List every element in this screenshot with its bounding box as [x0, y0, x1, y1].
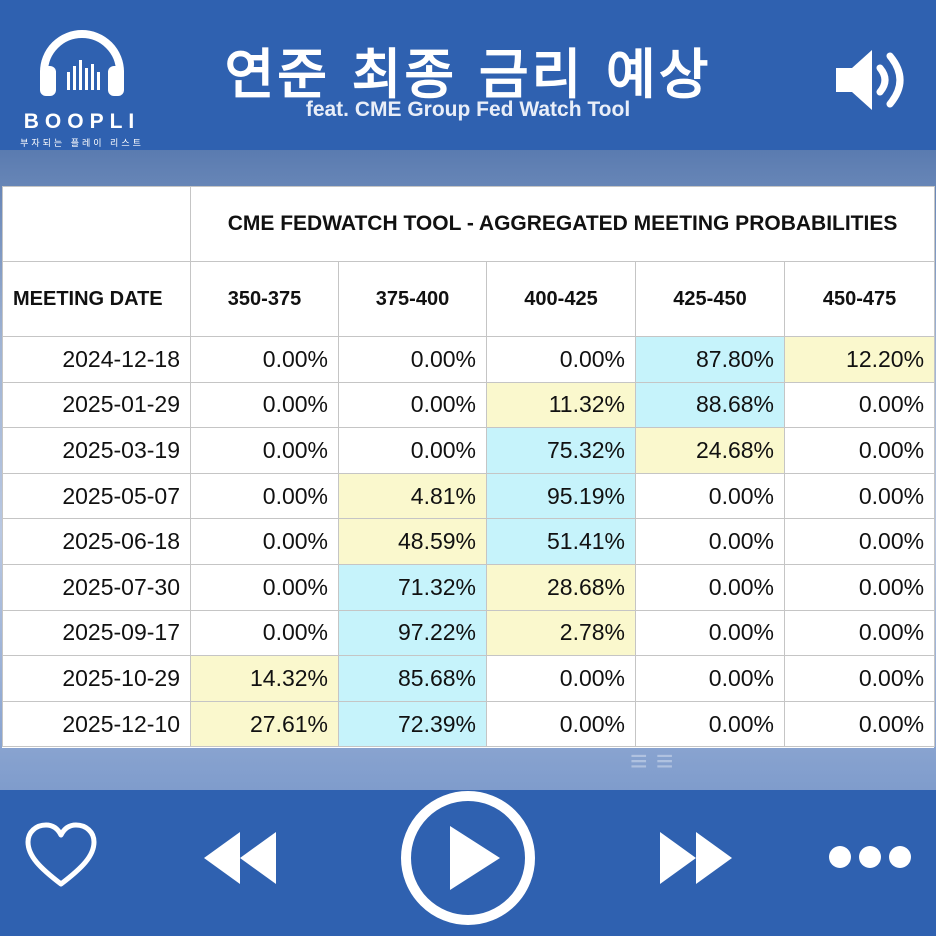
probability-cell: 88.68% [635, 381, 785, 429]
probability-cell: 0.00% [486, 336, 636, 383]
probability-cell: 0.00% [338, 381, 487, 429]
headphones-icon [40, 30, 124, 96]
meeting-date-cell: 2025-06-18 [2, 518, 191, 565]
table-row: 2025-12-10 27.61% 72.39% 0.00% 0.00% 0.00% [2, 700, 936, 748]
logo-tagline: 부자되는 플레이 리스트 [20, 138, 144, 148]
meeting-date-header: MEETING DATE [2, 261, 191, 337]
meeting-date-cell: 2025-10-29 [2, 655, 191, 702]
probability-cell: 0.00% [338, 336, 487, 383]
probability-cell: 0.00% [190, 609, 339, 657]
probability-cell: 0.00% [486, 655, 636, 702]
probability-cell: 0.00% [783, 700, 936, 748]
page-title: 연준 최종 금리 예상 [224, 43, 712, 106]
table-row: 2025-09-17 0.00% 97.22% 2.78% 0.00% 0.00% [2, 609, 936, 657]
probability-cell: 28.68% [486, 563, 636, 611]
probability-cell: 0.00% [783, 518, 936, 565]
meeting-date-cell: 2025-05-07 [2, 472, 191, 520]
probability-cell: 0.00% [783, 655, 936, 702]
speaker-icon[interactable] [832, 42, 908, 118]
probability-cell: 95.19% [486, 472, 636, 520]
probability-cell: 0.00% [635, 518, 785, 565]
logo-name: BOOPLI [23, 110, 141, 133]
header: BOOPLI 부자되는 플레이 리스트 연준 최종 금리 예상 feat. CM… [0, 0, 936, 160]
probability-cell: 0.00% [635, 700, 785, 748]
column-header: 350-375 [190, 261, 339, 337]
player-controls [0, 790, 936, 936]
heart-icon[interactable] [22, 820, 100, 890]
probability-cell: 0.00% [190, 472, 339, 520]
probability-cell: 71.32% [338, 563, 487, 611]
boopli-logo: BOOPLI 부자되는 플레이 리스트 [12, 10, 152, 148]
probability-cell: 97.22% [338, 609, 487, 657]
probability-cell: 51.41% [486, 518, 636, 565]
probability-cell: 0.00% [635, 655, 785, 702]
table-row: 2025-07-30 0.00% 71.32% 28.68% 0.00% 0.00% [2, 563, 936, 611]
probability-cell: 0.00% [486, 700, 636, 748]
page-subtitle: feat. CME Group Fed Watch Tool [305, 98, 631, 121]
corner-cell [2, 186, 191, 262]
probability-cell: 0.00% [190, 381, 339, 429]
probability-cell: 0.00% [783, 609, 936, 657]
meeting-date-cell: 2024-12-18 [2, 336, 191, 383]
rewind-icon[interactable] [200, 828, 280, 888]
table-row: 2024-12-18 0.00% 0.00% 0.00% 87.80% 12.20% [2, 336, 936, 383]
probability-cell: 0.00% [783, 381, 936, 429]
background-decoration: ≡ ≡ [630, 745, 674, 778]
probability-cell: 2.78% [486, 609, 636, 657]
probability-cell: 48.59% [338, 518, 487, 565]
probability-cell: 72.39% [338, 700, 487, 748]
probability-cell: 0.00% [190, 563, 339, 611]
probability-cell: 14.32% [190, 655, 339, 702]
probability-cell: 4.81% [338, 472, 487, 520]
probability-cell: 87.80% [635, 336, 785, 383]
fast-forward-icon[interactable] [656, 828, 736, 888]
probability-cell: 27.61% [190, 700, 339, 748]
probability-cell: 0.00% [635, 563, 785, 611]
probability-cell: 0.00% [635, 472, 785, 520]
probability-cell: 11.32% [486, 381, 636, 429]
probability-cell: 0.00% [190, 336, 339, 383]
more-icon[interactable] [828, 844, 912, 870]
table-title: CME FEDWATCH TOOL - AGGREGATED MEETING P… [189, 186, 936, 262]
meeting-date-cell: 2025-12-10 [2, 700, 191, 748]
probability-cell: 85.68% [338, 655, 487, 702]
column-header: 450-475 [783, 261, 936, 337]
play-icon[interactable] [398, 788, 538, 928]
table-row: 2025-01-29 0.00% 0.00% 11.32% 88.68% 0.00% [2, 381, 936, 429]
table-row: 2025-06-18 0.00% 48.59% 51.41% 0.00% 0.00% [2, 518, 936, 565]
probability-cell: 12.20% [783, 336, 936, 383]
probability-cell: 24.68% [635, 427, 785, 474]
probability-cell: 0.00% [783, 472, 936, 520]
probability-cell: 0.00% [783, 427, 936, 474]
probability-table-container: CME FEDWATCH TOOL - AGGREGATED MEETING P… [2, 186, 936, 748]
table-row: 2025-05-07 0.00% 4.81% 95.19% 0.00% 0.00% [2, 472, 936, 520]
meeting-date-cell: 2025-01-29 [2, 381, 191, 429]
probability-cell: 0.00% [190, 427, 339, 474]
probability-cell: 0.00% [190, 518, 339, 565]
column-header: 425-450 [635, 261, 785, 337]
table-row: 2025-10-29 14.32% 85.68% 0.00% 0.00% 0.00% [2, 655, 936, 702]
probability-cell: 0.00% [338, 427, 487, 474]
meeting-date-cell: 2025-09-17 [2, 609, 191, 657]
probability-cell: 0.00% [635, 609, 785, 657]
table-row: 2025-03-19 0.00% 0.00% 75.32% 24.68% 0.00% [2, 427, 936, 474]
probability-cell: 75.32% [486, 427, 636, 474]
column-header: 375-400 [338, 261, 487, 337]
probability-table: CME FEDWATCH TOOL - AGGREGATED MEETING P… [2, 186, 936, 748]
probability-cell: 0.00% [783, 563, 936, 611]
meeting-date-cell: 2025-07-30 [2, 563, 191, 611]
meeting-date-cell: 2025-03-19 [2, 427, 191, 474]
column-header: 400-425 [486, 261, 636, 337]
